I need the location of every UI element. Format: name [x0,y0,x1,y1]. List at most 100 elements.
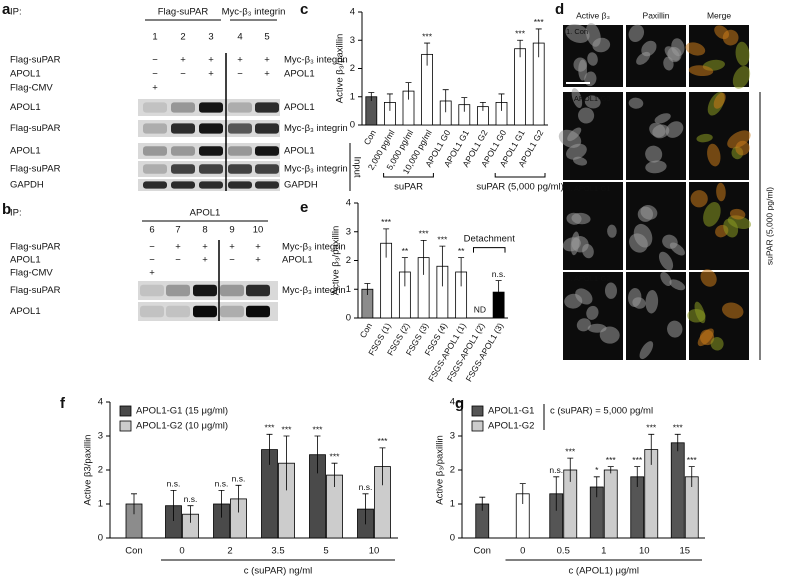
y-axis-label: Active β₃/paxillin [335,34,346,104]
condition-sign: + [180,55,186,66]
error-bar [364,283,371,295]
y-tick-label: 0 [450,533,455,544]
bracket-label: Detachment [464,233,516,244]
error-bar [420,239,427,275]
cell [707,143,721,167]
panel-label: g [455,395,464,412]
blot-band [171,123,195,134]
blot-band [255,102,279,113]
significance: ** [402,246,409,256]
blot-band [255,164,279,174]
bar [670,442,685,539]
y-tick-label: 4 [98,397,103,408]
lane-number: 10 [253,225,264,236]
lane-number: 9 [229,225,234,236]
x-axis-label: c (APOL1) μg/ml [569,566,639,577]
y-tick-label: 2 [346,255,351,266]
significance: n.s. [232,474,246,484]
significance: *** [422,31,433,41]
cell [565,24,590,43]
significance: *** [534,17,545,27]
significance: *** [313,424,324,434]
error-bar [405,82,412,100]
error-bar [383,228,390,258]
error-bar [218,490,225,518]
blot-band [140,305,164,318]
blot-right-label: Myc-β₃ integrin [282,285,346,296]
x-axis-label: c (suPAR) ng/ml [244,566,312,577]
condition-label: Flag-suPAR [10,242,61,253]
condition-sign: + [229,242,235,253]
cell [629,233,648,253]
cell [685,42,706,56]
significance: n.s. [359,482,373,492]
blot-band [228,181,252,189]
significance: *** [419,229,430,239]
cell [632,297,646,309]
blot-band [143,164,167,174]
error-bar [266,433,273,465]
cell [566,143,587,160]
blot-label: GAPDH [10,180,44,191]
legend-swatch [119,420,132,432]
cell [716,182,726,202]
group-label: suPAR [394,182,423,193]
blot-band [171,146,195,156]
error-bar [170,490,177,521]
panel-label: b [2,201,11,218]
blot-right-label: GAPDH [284,180,318,191]
group-bracket [473,247,506,253]
blot-band [220,305,244,318]
error-bar [461,97,468,112]
y-axis-label: Active β₃/paxillin [435,435,446,505]
y-axis-label: Active β₃/paxillin [331,226,342,296]
condition-sign: + [175,242,181,253]
significance: *** [378,436,389,446]
condition-sign: + [202,255,208,266]
cell [696,133,713,143]
condition-label: APOL1 [10,255,41,266]
error-bar [379,447,386,486]
condition-sign: + [208,69,214,80]
significance: *** [673,423,684,433]
cell [645,290,659,314]
cell [690,190,708,208]
blot-band [143,181,167,189]
condition-sign: − [180,69,186,80]
error-bar [479,102,486,111]
blot-band [199,164,223,174]
y-tick-label: 3 [346,226,351,237]
cell [573,57,588,72]
x-tick-label: Con [362,128,379,147]
cell [567,127,582,142]
blot-band [220,284,244,297]
blot-right-label: APOL1 [284,102,315,113]
blot-label: APOL1 [10,102,41,113]
blot-label: Flag-suPAR [10,164,61,175]
error-bar [235,484,242,513]
cell [628,97,644,109]
significance: n.s. [184,494,198,504]
column-header: Active β₃ [576,10,610,20]
bar [514,48,526,126]
x-tick-label: 0 [179,546,184,557]
legend-label: APOL1-G1 [488,406,534,417]
error-bar [607,466,614,474]
condition-sign: − [152,55,158,66]
significance: n.s. [549,465,563,475]
cell [713,92,726,109]
cell [571,88,583,109]
cell [654,113,671,124]
y-tick-label: 1 [98,499,103,510]
group-bracket [494,173,546,178]
cell [576,318,591,332]
ip-group: Flag-suPAR [158,7,209,18]
cell [665,121,684,138]
blot-right-label: APOL1 [284,146,315,157]
cell [662,234,678,249]
condition-right-label: Myc-β₃ integrin [282,242,346,253]
cell [649,122,666,138]
blot-band [166,305,190,318]
condition-sign: − [175,255,181,266]
